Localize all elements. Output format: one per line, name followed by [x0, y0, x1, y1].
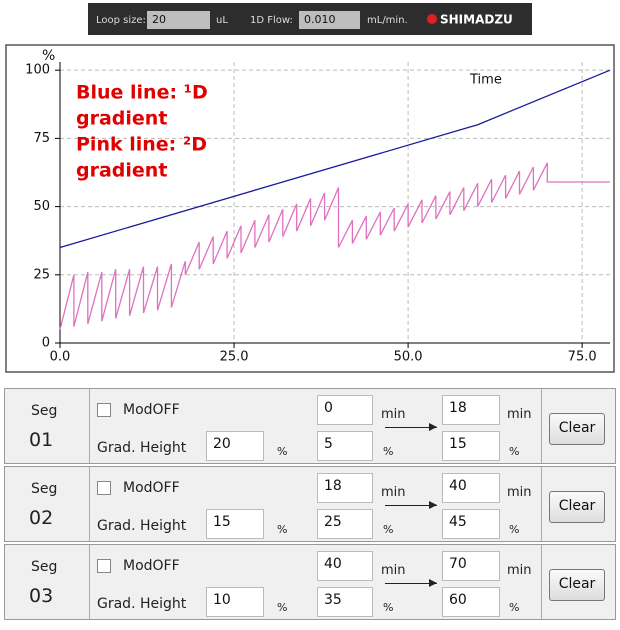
min-unit: min: [381, 485, 406, 500]
seg-number: 03: [29, 585, 54, 607]
series-line: [59, 69, 611, 249]
y-tick-label: 50: [33, 199, 50, 214]
end-time-input[interactable]: 70: [442, 551, 500, 581]
grad-label: Grad. Height: [97, 518, 187, 534]
modoff-label: ModOFF: [123, 480, 180, 496]
annotation: Pink line: ²D: [76, 134, 207, 156]
min-unit: min: [381, 563, 406, 578]
min-unit: min: [507, 407, 532, 422]
loop-input[interactable]: [147, 11, 210, 29]
grad-label: Grad. Height: [97, 440, 187, 456]
modoff-checkbox[interactable]: [97, 559, 111, 573]
segment-row: Seg 03 ModOFF Grad. Height 10% 40 min 70 min 35% 6…: [4, 544, 616, 620]
modoff-label: ModOFF: [123, 558, 180, 574]
clear-button[interactable]: Clear: [549, 569, 605, 601]
end-conc-input[interactable]: 15: [442, 431, 500, 461]
chart: % Time 0 25 50 75 100 0.0 25.0 50.0 75.0 Blue lin…: [5, 44, 615, 373]
grad-height-input[interactable]: 15: [206, 509, 264, 539]
modoff-checkbox[interactable]: [97, 481, 111, 495]
pct-unit: %: [277, 601, 288, 614]
series-line: [59, 162, 610, 330]
segment-row: Seg 01 ModOFF Grad. Height 20% 0 min 18 min 5% 15%…: [4, 388, 616, 464]
min-unit: min: [507, 563, 532, 578]
annotation: gradient: [76, 108, 167, 130]
y-tick-label: 100: [25, 63, 50, 78]
clear-button[interactable]: Clear: [549, 413, 605, 445]
clear-button[interactable]: Clear: [549, 491, 605, 523]
flow-input[interactable]: [299, 11, 360, 29]
brand: SHIMADZU: [440, 13, 513, 27]
grad-height-input[interactable]: 10: [206, 587, 264, 617]
arrow-head: [429, 579, 437, 587]
seg-label: Seg: [31, 403, 58, 419]
loop-label: Loop size:: [96, 15, 146, 26]
arrow-head: [429, 423, 437, 431]
end-time-input[interactable]: 18: [442, 395, 500, 425]
x-tick-label: 25.0: [220, 350, 249, 365]
start-time-input[interactable]: 40: [317, 551, 373, 581]
y-tick-label: 25: [33, 267, 50, 282]
seg-cell: [5, 389, 90, 463]
x-tick-label: 0.0: [50, 350, 71, 365]
end-conc-input[interactable]: 60: [442, 587, 500, 617]
flow-label: 1D Flow:: [250, 15, 293, 26]
params-cell: [89, 389, 542, 463]
y-label: %: [42, 48, 55, 64]
loop-unit: uL: [216, 15, 228, 26]
params-cell: [89, 545, 542, 619]
seg-number: 01: [29, 429, 54, 451]
x-label: Time: [469, 73, 502, 88]
start-conc-input[interactable]: 35: [317, 587, 373, 617]
loop-value: 20: [152, 13, 166, 26]
seg-number: 02: [29, 507, 54, 529]
end-time-input[interactable]: 40: [442, 473, 500, 503]
arrow-head: [429, 501, 437, 509]
arrow: [385, 583, 437, 584]
min-unit: min: [507, 485, 532, 500]
arrow: [385, 505, 437, 506]
pct-unit: %: [383, 445, 394, 458]
flow-unit: mL/min.: [367, 15, 408, 26]
grad-height-input[interactable]: 20: [206, 431, 264, 461]
arrow: [385, 427, 437, 428]
seg-label: Seg: [31, 481, 58, 497]
modoff-label: ModOFF: [123, 402, 180, 418]
pct-unit: %: [509, 601, 520, 614]
end-conc-input[interactable]: 45: [442, 509, 500, 539]
segment-row: Seg 02 ModOFF Grad. Height 15% 18 min 40 min 25% 4…: [4, 466, 616, 542]
y-tick-label: 0: [42, 336, 50, 351]
pct-unit: %: [509, 523, 520, 536]
logo-icon: [427, 14, 437, 24]
pct-unit: %: [277, 523, 288, 536]
seg-cell: [5, 545, 90, 619]
params-cell: [89, 467, 542, 541]
modoff-checkbox[interactable]: [97, 403, 111, 417]
y-tick-label: 75: [33, 131, 50, 146]
toolbar: Loop size: 20 uL 1D Flow: 0.010 mL/min. …: [88, 3, 532, 35]
pct-unit: %: [383, 523, 394, 536]
grad-label: Grad. Height: [97, 596, 187, 612]
start-conc-input[interactable]: 5: [317, 431, 373, 461]
start-conc-input[interactable]: 25: [317, 509, 373, 539]
pct-unit: %: [509, 445, 520, 458]
seg-cell: [5, 467, 90, 541]
flow-value: 0.010: [304, 13, 336, 26]
min-unit: min: [381, 407, 406, 422]
x-tick-label: 50.0: [394, 350, 423, 365]
pct-unit: %: [277, 445, 288, 458]
start-time-input[interactable]: 18: [317, 473, 373, 503]
x-tick-label: 75.0: [568, 350, 597, 365]
seg-label: Seg: [31, 559, 58, 575]
annotation: Blue line: ¹D: [76, 82, 208, 104]
pct-unit: %: [383, 601, 394, 614]
start-time-input[interactable]: 0: [317, 395, 373, 425]
annotation: gradient: [76, 160, 167, 182]
